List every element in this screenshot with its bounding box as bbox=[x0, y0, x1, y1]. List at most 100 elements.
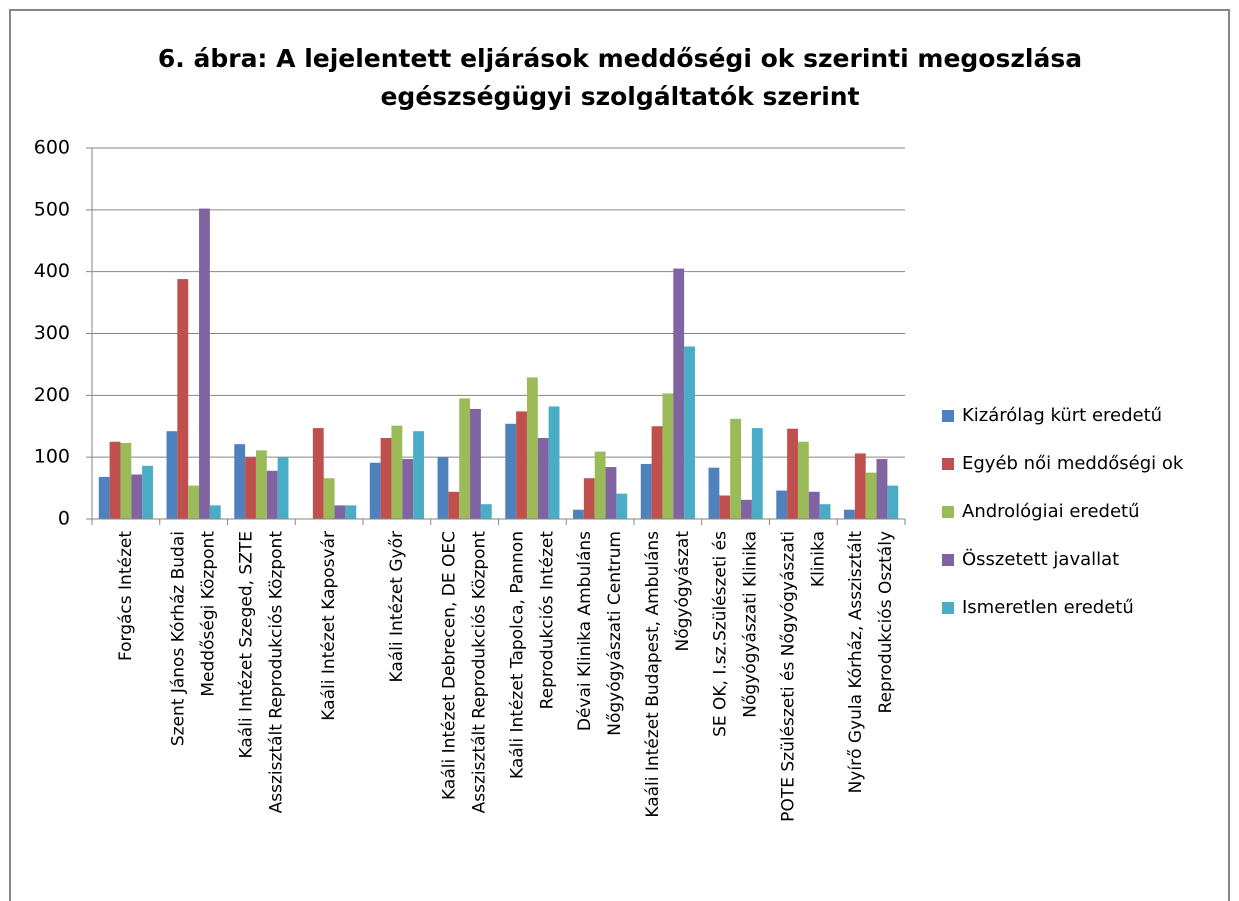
bar bbox=[391, 425, 403, 519]
x-tick-label: Forgács Intézet bbox=[116, 531, 136, 661]
x-tick-label: Kaáli Intézet Szeged, SZTE bbox=[236, 531, 256, 758]
bar bbox=[573, 509, 584, 519]
bar bbox=[684, 346, 695, 519]
y-tick-label: 400 bbox=[34, 260, 70, 282]
bar bbox=[854, 453, 866, 519]
x-tick-label: Kaáli Intézet Debrecen, DE OEC bbox=[440, 531, 460, 800]
bar bbox=[120, 442, 132, 519]
bar bbox=[234, 444, 246, 519]
x-tick-label: Dévai Klinika Ambuláns bbox=[575, 531, 595, 731]
bar bbox=[109, 441, 121, 519]
x-tick-label: Asszisztált Reprodukciós Központ bbox=[266, 531, 286, 814]
bar bbox=[505, 423, 517, 519]
bar bbox=[844, 509, 855, 519]
bar bbox=[98, 476, 110, 519]
bar bbox=[865, 472, 877, 519]
x-tick-label: POTE Szülészeti és Nőgyógyászati bbox=[778, 531, 798, 822]
bar bbox=[199, 208, 210, 519]
bar bbox=[312, 428, 324, 519]
chart-title: 6. ábra: A lejelentett eljárások meddősé… bbox=[158, 44, 1082, 73]
bar bbox=[369, 462, 381, 519]
x-tick-label: Reprodukciós Osztály bbox=[876, 531, 896, 713]
bar bbox=[662, 393, 674, 519]
bar bbox=[887, 485, 899, 519]
bar bbox=[673, 268, 685, 519]
legend-swatch bbox=[942, 410, 954, 422]
bar bbox=[776, 490, 788, 519]
bar bbox=[448, 491, 460, 519]
legend-label: Összetett javallat bbox=[962, 548, 1119, 570]
bar bbox=[345, 505, 357, 519]
bar bbox=[209, 505, 221, 519]
bar bbox=[480, 504, 492, 519]
x-tick-label: Szent János Kórház Budai bbox=[169, 531, 189, 746]
bar bbox=[470, 408, 481, 519]
bar bbox=[245, 457, 256, 519]
legend-label: Egyéb női meddőségi ok bbox=[962, 453, 1184, 474]
legend-swatch bbox=[942, 554, 954, 566]
bar bbox=[166, 431, 178, 519]
bar bbox=[459, 398, 471, 519]
legend-swatch bbox=[942, 506, 954, 518]
x-tick-label: Asszisztált Reprodukciós Központ bbox=[470, 531, 490, 814]
bar bbox=[177, 279, 189, 519]
bar bbox=[616, 493, 628, 519]
bar bbox=[255, 450, 267, 519]
bar bbox=[266, 470, 278, 519]
bar bbox=[640, 463, 652, 519]
bar bbox=[548, 406, 560, 519]
bar bbox=[277, 457, 289, 519]
legend-label: Andrológiai eredetű bbox=[962, 501, 1139, 522]
y-tick-label: 100 bbox=[34, 446, 70, 468]
x-tick-label: Nőgyógyászat bbox=[673, 531, 693, 652]
x-tick-label: Reprodukciós Intézet bbox=[537, 531, 557, 710]
bar bbox=[730, 418, 742, 519]
y-tick-label: 200 bbox=[34, 384, 70, 406]
bar bbox=[708, 467, 720, 519]
y-tick-label: 500 bbox=[34, 198, 70, 220]
x-tick-label: Nyírő Gyula Kórház, Asszisztált bbox=[846, 531, 866, 794]
x-tick-label: Nőgyógyászati Centrum bbox=[605, 531, 625, 736]
bar bbox=[787, 428, 798, 519]
bar bbox=[142, 465, 153, 519]
chart-title: egészségügyi szolgáltatók szerint bbox=[380, 82, 859, 111]
bar bbox=[437, 457, 449, 519]
bar bbox=[516, 411, 527, 519]
y-tick-label: 300 bbox=[34, 322, 70, 344]
bar bbox=[876, 459, 888, 519]
bar bbox=[819, 504, 831, 519]
x-tick-label: SE OK, I.sz.Szülészeti és bbox=[711, 531, 731, 737]
bar bbox=[605, 467, 617, 519]
bar bbox=[334, 505, 346, 519]
bar bbox=[402, 459, 414, 519]
legend-label: Ismeretlen eredetű bbox=[962, 597, 1134, 618]
x-tick-label: Kaáli Intézet Győr bbox=[387, 531, 407, 683]
bar bbox=[380, 437, 392, 519]
bar bbox=[651, 426, 663, 519]
bar bbox=[131, 474, 143, 519]
legend-swatch bbox=[942, 458, 954, 470]
bar bbox=[413, 431, 424, 519]
bar bbox=[594, 451, 606, 519]
bar bbox=[323, 478, 335, 519]
bar bbox=[537, 437, 549, 519]
x-tick-label: Meddőségi Központ bbox=[199, 531, 219, 697]
x-tick-label: Nőgyógyászati Klinika bbox=[741, 531, 761, 718]
bar bbox=[808, 491, 820, 519]
x-tick-label: Klinika bbox=[808, 531, 828, 587]
x-tick-label: Kaáli Intézet Tapolca, Pannon bbox=[507, 531, 527, 779]
legend-label: Kizárólag kürt eredetű bbox=[962, 405, 1162, 426]
bar bbox=[583, 478, 595, 519]
bar bbox=[751, 428, 763, 519]
bar bbox=[526, 377, 538, 519]
y-tick-label: 600 bbox=[34, 137, 70, 159]
bar bbox=[719, 495, 731, 519]
y-tick-label: 0 bbox=[58, 508, 70, 530]
bar bbox=[188, 485, 200, 519]
x-tick-label: Kaáli Intézet Kaposvár bbox=[319, 531, 339, 721]
legend-swatch bbox=[942, 602, 954, 614]
x-tick-label: Kaáli Intézet Budapest, Ambuláns bbox=[643, 531, 663, 818]
chart-frame bbox=[9, 9, 1230, 901]
bar bbox=[741, 499, 752, 519]
